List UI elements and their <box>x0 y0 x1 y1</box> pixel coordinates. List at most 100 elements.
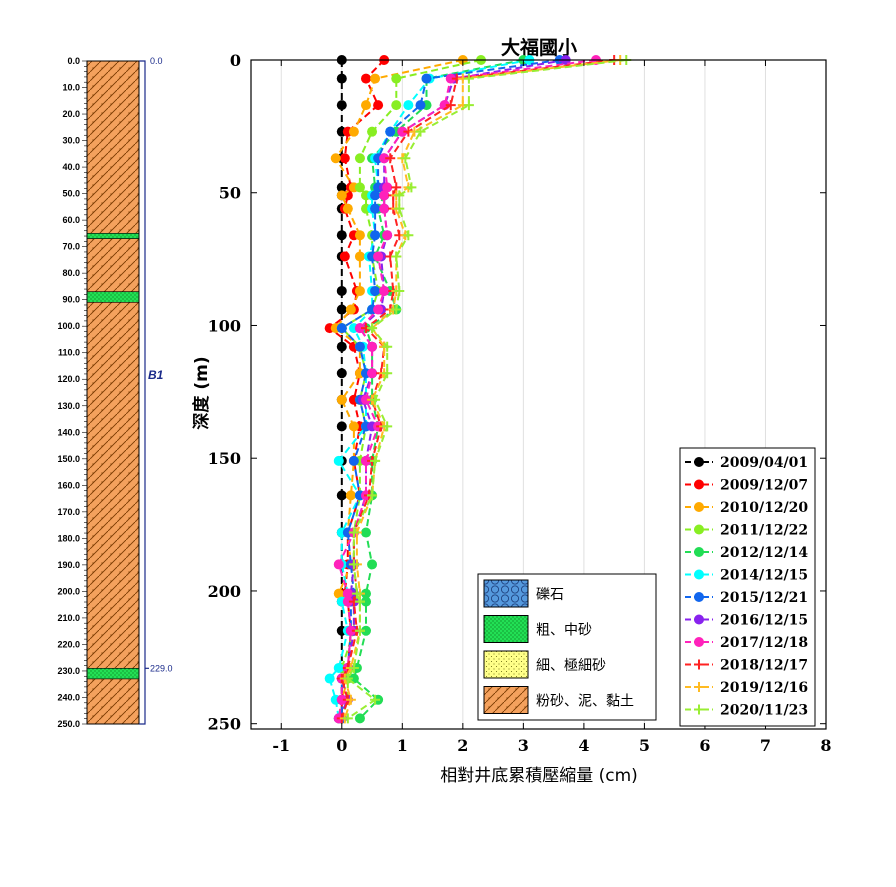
depth-tick-label: 150.0 <box>57 454 80 464</box>
legend-label: 2009/04/01 <box>720 455 808 471</box>
data-point <box>367 341 378 352</box>
data-point <box>382 368 393 379</box>
data-point <box>348 126 359 137</box>
data-point <box>361 455 371 466</box>
well-top-label: 0.0 <box>150 56 163 66</box>
data-point <box>403 230 414 241</box>
legend-swatch-marker <box>694 637 704 647</box>
series-legend: 2009/04/01 2009/12/07 2010/12/20 2011/12/22… <box>679 447 816 727</box>
data-point <box>370 285 381 296</box>
soil-layer-silt <box>86 302 140 669</box>
data-point <box>361 596 371 607</box>
data-point <box>370 230 381 241</box>
data-point <box>367 368 378 379</box>
legend-swatch-marker <box>694 592 704 602</box>
data-point <box>361 100 371 111</box>
data-point <box>336 421 347 432</box>
data-point <box>379 203 390 214</box>
soil-swatch-sand <box>483 615 529 643</box>
legend-swatch-marker <box>694 457 704 467</box>
data-point <box>370 203 381 214</box>
legend-swatch-marker <box>694 479 704 490</box>
legend-swatch-marker <box>694 547 704 557</box>
legend-label: 2011/12/22 <box>720 523 808 539</box>
y-tick-label: 250 <box>208 715 241 734</box>
depth-tick-label: 20.0 <box>62 109 80 119</box>
data-point <box>342 203 353 214</box>
data-point <box>354 625 365 636</box>
depth-tick-label: 210.0 <box>57 613 80 623</box>
well-name-label: B1 <box>148 368 164 382</box>
depth-tick-label: 40.0 <box>62 162 80 172</box>
data-point <box>348 455 359 466</box>
data-point <box>336 100 347 111</box>
y-tick-label: 50 <box>219 184 241 203</box>
data-point <box>367 559 378 570</box>
data-point <box>324 673 335 684</box>
legend-swatch-marker <box>694 682 704 692</box>
x-tick-label: -1 <box>272 736 290 755</box>
data-point <box>391 73 402 84</box>
depth-tick-label: 190.0 <box>57 560 80 570</box>
data-point <box>336 304 347 315</box>
soil-layer-sand <box>86 291 140 303</box>
x-axis-label: 相對井底累積壓縮量 (cm) <box>440 766 638 786</box>
data-point <box>348 421 359 432</box>
data-point <box>379 190 390 201</box>
soil-label: 粗、中砂 <box>536 623 592 639</box>
soil-layer-silt <box>86 238 140 293</box>
data-point <box>342 673 353 684</box>
data-point <box>367 323 378 334</box>
data-point <box>354 251 365 262</box>
data-point <box>345 490 356 501</box>
legend-label: 2018/12/17 <box>720 658 808 674</box>
soil-layer-silt <box>86 678 140 725</box>
x-tick-label: 7 <box>760 736 771 755</box>
data-point <box>397 126 408 137</box>
data-point <box>361 527 371 538</box>
x-tick-label: 2 <box>457 736 468 755</box>
chart-title: 大福國小 <box>501 36 577 59</box>
x-tick-label: 1 <box>397 736 408 755</box>
data-point <box>351 588 362 599</box>
data-point <box>370 455 381 466</box>
data-point <box>339 153 350 164</box>
legend-label: 2014/12/15 <box>720 568 808 584</box>
depth-tick-label: 200.0 <box>57 586 80 596</box>
data-point <box>336 230 347 241</box>
legend-swatch-marker <box>694 502 704 512</box>
data-point <box>336 182 347 193</box>
data-point <box>463 73 474 84</box>
data-point <box>336 341 347 352</box>
data-point <box>379 153 390 164</box>
data-point <box>342 713 353 724</box>
data-point <box>463 100 474 111</box>
depth-tick-label: 160.0 <box>57 480 80 490</box>
data-point <box>382 421 393 432</box>
data-point <box>445 73 456 84</box>
data-point <box>394 190 405 201</box>
legend-swatch-marker <box>694 704 704 715</box>
depth-tick-label: 230.0 <box>57 666 80 676</box>
data-point <box>391 100 402 111</box>
data-point <box>345 694 356 705</box>
data-point <box>370 190 381 201</box>
series-line <box>328 59 530 719</box>
depth-tick-label: 240.0 <box>57 692 80 702</box>
depth-tick-label: 50.0 <box>62 189 80 199</box>
data-point <box>361 625 371 636</box>
data-point <box>330 153 341 164</box>
legend-box <box>679 447 816 727</box>
data-point <box>336 368 347 379</box>
data-point <box>342 588 353 599</box>
data-point <box>354 341 365 352</box>
data-point <box>367 490 378 501</box>
data-point <box>373 304 384 315</box>
data-point <box>370 694 381 705</box>
soil-layer-sand <box>86 233 140 239</box>
series-line <box>346 59 627 720</box>
x-tick-label: 5 <box>639 736 650 755</box>
data-point <box>394 203 405 214</box>
series-line <box>340 59 560 719</box>
data-point <box>339 251 350 262</box>
